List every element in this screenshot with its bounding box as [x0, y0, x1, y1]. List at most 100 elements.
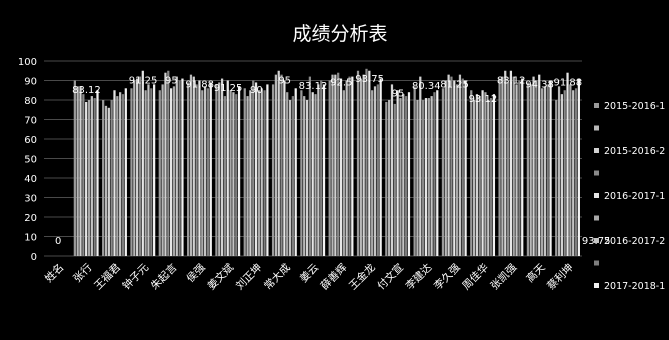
bar	[252, 80, 255, 256]
bar	[203, 86, 207, 256]
bar	[254, 82, 258, 256]
bar	[342, 90, 345, 256]
bar	[232, 92, 235, 256]
bar	[104, 105, 108, 256]
bar	[376, 84, 379, 257]
bar	[472, 100, 476, 256]
bar	[427, 98, 430, 256]
bar	[308, 76, 311, 256]
legend-swatch	[594, 238, 599, 243]
bar	[348, 76, 351, 256]
bar	[563, 90, 566, 256]
bar-series	[73, 68, 580, 257]
data-label: 91.88	[554, 78, 583, 89]
bar	[198, 80, 201, 256]
bar	[294, 88, 297, 256]
data-label: 91.88	[185, 79, 214, 90]
legend-swatch	[594, 215, 599, 221]
bar	[328, 80, 331, 256]
bar	[396, 90, 399, 256]
bar	[368, 70, 371, 256]
bar	[385, 101, 388, 256]
y-tick-label: 80	[24, 96, 37, 107]
bar	[79, 86, 82, 256]
bar	[365, 68, 368, 256]
bar	[538, 74, 541, 257]
bar	[461, 78, 464, 256]
bar	[540, 88, 544, 256]
bar	[175, 76, 178, 256]
bar	[515, 84, 518, 257]
bar	[441, 88, 445, 256]
data-label: 83.12	[497, 76, 526, 87]
y-tick-label: 50	[24, 155, 37, 166]
legend-swatch	[594, 260, 599, 266]
legend-entry: 2017-2018-1	[604, 281, 665, 292]
bar	[246, 96, 249, 256]
bar	[153, 84, 156, 257]
bar	[371, 90, 374, 256]
bar	[419, 76, 422, 256]
y-tick-label: 40	[24, 174, 37, 185]
bar	[96, 90, 99, 256]
bar	[167, 70, 170, 256]
bar	[144, 90, 147, 256]
bar	[280, 74, 283, 257]
bar	[147, 84, 150, 257]
bar	[189, 74, 193, 257]
bar	[334, 74, 337, 257]
bar	[405, 96, 408, 256]
bar	[436, 90, 439, 256]
bar	[215, 84, 218, 257]
legend-entry: 2015-2016-2	[604, 146, 665, 157]
bar	[555, 100, 558, 256]
bar	[93, 98, 96, 256]
bar	[283, 80, 286, 256]
bar	[557, 86, 561, 256]
bar	[271, 84, 275, 257]
bar	[518, 80, 521, 256]
bar	[76, 86, 79, 256]
data-label: 95	[165, 76, 178, 87]
data-label: 93.75	[355, 74, 384, 85]
y-axis: 0 10 20 30 40 50 60 70 80 90 100	[18, 57, 37, 263]
bar	[263, 90, 266, 256]
bar	[291, 96, 294, 256]
bar	[492, 94, 496, 257]
bar	[501, 76, 504, 256]
bar	[455, 84, 459, 257]
bar	[416, 100, 419, 256]
legend-entry: 2016-2017-1	[604, 191, 665, 202]
bar	[82, 94, 85, 257]
data-label: 83.12	[72, 85, 101, 96]
bar	[300, 90, 303, 256]
data-label: 83.12	[299, 81, 328, 92]
bar	[274, 74, 278, 257]
bar	[130, 88, 133, 256]
bar	[337, 72, 340, 256]
bar	[543, 86, 547, 256]
bar	[218, 82, 221, 256]
bar	[243, 88, 246, 256]
bar	[260, 88, 263, 256]
bar	[393, 103, 396, 257]
data-label: 93.12	[469, 94, 498, 105]
bar	[158, 90, 161, 256]
bar	[569, 84, 572, 257]
legend-swatch	[594, 103, 599, 108]
bar	[133, 80, 136, 256]
bar	[572, 90, 575, 256]
data-label: 81.25	[440, 79, 469, 90]
bar	[161, 84, 164, 257]
legend-entry: 2016-2017-2	[604, 236, 665, 247]
bar	[424, 98, 428, 256]
bar	[73, 80, 76, 256]
data-label: 80.34	[412, 81, 441, 92]
bar	[458, 74, 462, 257]
legend-entry: 2015-2016-1	[604, 101, 665, 112]
bar	[388, 100, 391, 256]
bar	[422, 100, 425, 256]
bar	[170, 88, 173, 256]
bar	[453, 80, 456, 256]
